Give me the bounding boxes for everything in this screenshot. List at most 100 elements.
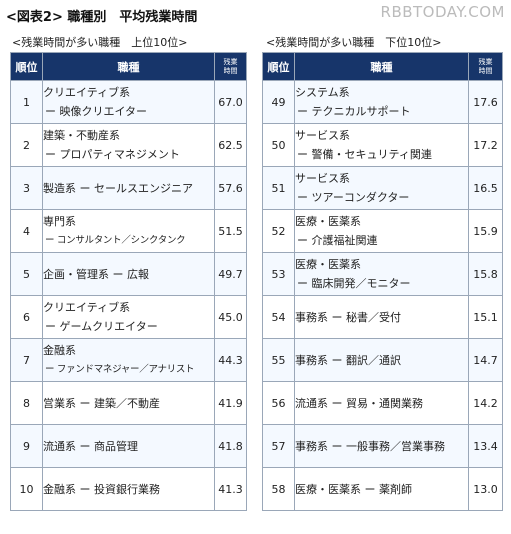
hours-cell: 15.8 [468,252,503,296]
top-10-table: 順位 職種 残業 時間 1 クリエイティブ系ー 映像クリエイター 67.0 2 建築・不… [10,52,247,511]
job-cell: 医療・医薬系 ー 薬剤師 [294,467,469,511]
job-cell: 医療・医薬系ー 介護福祉関連 [294,209,469,253]
column-header-hours: 残業 時間 [214,52,247,81]
rank-cell: 49 [262,80,295,124]
table-row: 1 クリエイティブ系ー 映像クリエイター 67.0 [10,80,247,124]
rank-cell: 57 [262,424,295,468]
table-header-row: 順位 職種 残業 時間 [262,52,503,81]
column-header-job: 職種 [42,52,215,81]
job-cell: 事務系 ー 秘書／受付 [294,295,469,339]
hours-cell: 41.8 [214,424,247,468]
hours-cell: 62.5 [214,123,247,167]
table-row: 56 流通系 ー 貿易・通関業務 14.2 [262,381,503,425]
hours-cell: 45.0 [214,295,247,339]
hours-cell: 13.4 [468,424,503,468]
job-category: クリエイティブ系 [43,86,131,99]
hours-cell: 44.3 [214,338,247,382]
hours-cell: 14.2 [468,381,503,425]
job-subcategory: ー プロパティマネジメント [45,148,180,161]
bottom-table-caption: <残業時間が多い職種 下位10位> [266,36,442,49]
hours-cell: 17.6 [468,80,503,124]
job-subcategory: ー ファンドマネジャー／アナリスト [45,364,195,375]
table-row: 3 製造系 ー セールスエンジニア 57.6 [10,166,247,210]
job-category: 医療・医薬系 ー 薬剤師 [295,482,413,496]
table-row: 5 企画・管理系 ー 広報 49.7 [10,252,247,296]
job-subcategory: ー 警備・セキュリティ関連 [297,148,432,161]
job-cell: 建築・不動産系ー プロパティマネジメント [42,123,215,167]
rank-cell: 58 [262,467,295,511]
column-header-hours-line2: 時間 [478,66,493,75]
rank-cell: 55 [262,338,295,382]
job-category: 医療・医薬系 [295,258,362,271]
job-category: 製造系 ー セールスエンジニア [43,181,194,195]
job-category: 金融系 [43,344,77,357]
rank-cell: 56 [262,381,295,425]
column-header-rank: 順位 [262,52,295,81]
job-subcategory: ー 臨床開発／モニター [297,277,411,290]
rank-cell: 5 [10,252,43,296]
table-row: 58 医療・医薬系 ー 薬剤師 13.0 [262,467,503,511]
job-category: 建築・不動産系 [43,129,121,142]
job-category: システム系 [295,86,350,99]
job-cell: 金融系ー ファンドマネジャー／アナリスト [42,338,215,382]
rank-cell: 9 [10,424,43,468]
hours-cell: 15.9 [468,209,503,253]
rank-cell: 53 [262,252,295,296]
table-row: 7 金融系ー ファンドマネジャー／アナリスト 44.3 [10,338,247,382]
job-cell: 医療・医薬系ー 臨床開発／モニター [294,252,469,296]
job-category: 企画・管理系 ー 広報 [43,267,150,281]
bottom-10-table-body: 49 システム系ー テクニカルサポート 17.6 50 サービス系ー 警備・セキュリティ… [262,80,503,511]
rank-cell: 4 [10,209,43,253]
job-category: 営業系 ー 建築／不動産 [43,396,161,410]
hours-cell: 17.2 [468,123,503,167]
table-row: 52 医療・医薬系ー 介護福祉関連 15.9 [262,209,503,253]
site-watermark: RBBTODAY.COM [380,3,505,21]
hours-cell: 41.9 [214,381,247,425]
rank-cell: 51 [262,166,295,210]
job-category: クリエイティブ系 [43,301,131,314]
job-category: 金融系 ー 投資銀行業務 [43,482,161,496]
table-row: 8 営業系 ー 建築／不動産 41.9 [10,381,247,425]
job-category: 事務系 ー 翻訳／通訳 [295,353,402,367]
job-cell: 企画・管理系 ー 広報 [42,252,215,296]
rank-cell: 50 [262,123,295,167]
rank-cell: 8 [10,381,43,425]
rank-cell: 1 [10,80,43,124]
hours-cell: 51.5 [214,209,247,253]
rank-cell: 54 [262,295,295,339]
page-title: <図表2> 職種別 平均残業時間 [6,10,198,25]
job-cell: 営業系 ー 建築／不動産 [42,381,215,425]
job-category: サービス系 [295,129,351,142]
job-category: 医療・医薬系 [295,215,362,228]
job-cell: 事務系 ー 翻訳／通訳 [294,338,469,382]
column-header-hours-line2: 時間 [223,66,238,75]
job-category: サービス系 [295,172,351,185]
column-header-rank: 順位 [10,52,43,81]
table-row: 51 サービス系ー ツアーコンダクター 16.5 [262,166,503,210]
hours-cell: 67.0 [214,80,247,124]
column-header-hours: 残業 時間 [468,52,503,81]
table-row: 53 医療・医薬系ー 臨床開発／モニター 15.8 [262,252,503,296]
table-row: 4 専門系ー コンサルタント／シンクタンク 51.5 [10,209,247,253]
rank-cell: 10 [10,467,43,511]
bottom-10-table: 順位 職種 残業 時間 49 システム系ー テクニカルサポート 17.6 50 サービス… [262,52,503,511]
job-cell: 流通系 ー 貿易・通関業務 [294,381,469,425]
job-category: 事務系 ー 一般事務／営業事務 [295,439,446,453]
rank-cell: 2 [10,123,43,167]
rank-cell: 3 [10,166,43,210]
job-category: 事務系 ー 秘書／受付 [295,310,402,324]
job-category: 流通系 ー 商品管理 [43,439,139,453]
hours-cell: 14.7 [468,338,503,382]
job-subcategory: ー ツアーコンダクター [297,191,410,204]
column-header-job: 職種 [294,52,469,81]
job-category: 専門系 [43,215,77,228]
top-10-table-body: 1 クリエイティブ系ー 映像クリエイター 67.0 2 建築・不動産系ー プロパティマネ… [10,80,247,511]
table-row: 6 クリエイティブ系ー ゲームクリエイター 45.0 [10,295,247,339]
job-cell: サービス系ー 警備・セキュリティ関連 [294,123,469,167]
job-cell: 専門系ー コンサルタント／シンクタンク [42,209,215,253]
rank-cell: 52 [262,209,295,253]
job-subcategory: ー コンサルタント／シンクタンク [45,235,186,246]
table-row: 10 金融系 ー 投資銀行業務 41.3 [10,467,247,511]
hours-cell: 41.3 [214,467,247,511]
job-cell: 事務系 ー 一般事務／営業事務 [294,424,469,468]
